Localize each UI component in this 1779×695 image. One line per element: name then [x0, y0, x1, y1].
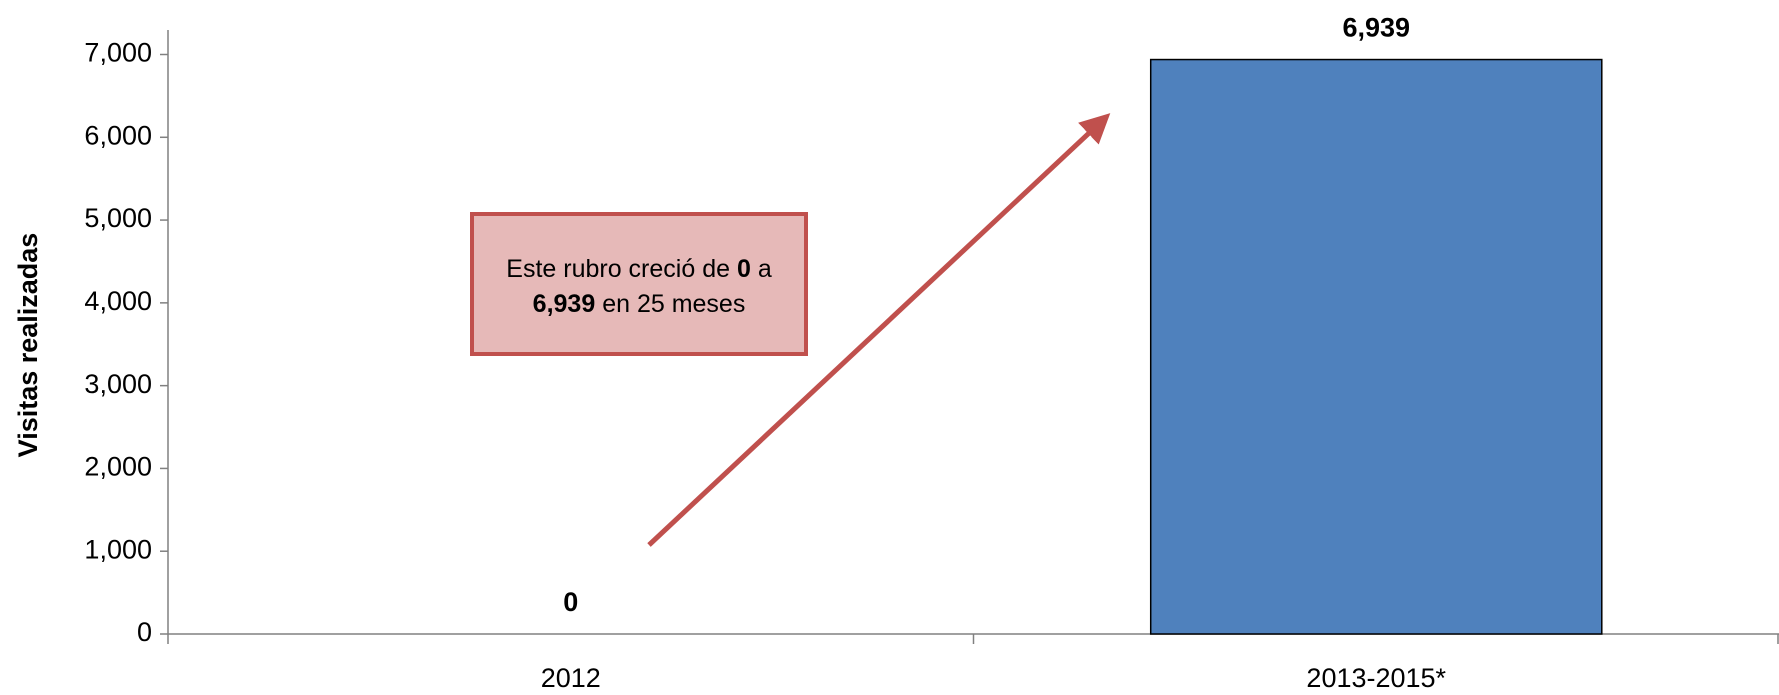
y-tick-label: 1,000: [84, 534, 152, 564]
x-tick-label: 2013-2015*: [1306, 663, 1446, 693]
y-tick-label: 0: [137, 617, 152, 647]
y-tick-label: 5,000: [84, 203, 152, 233]
arrow: [647, 113, 1111, 547]
y-tick-label: 6,000: [84, 120, 152, 150]
bar: [1149, 58, 1603, 635]
y-tick-label: 3,000: [84, 369, 152, 399]
annotation-text: Este rubro creció de: [506, 255, 730, 283]
annotation-line: 6,939 en 25 meses: [533, 290, 746, 318]
y-tick-label: 2,000: [84, 452, 152, 482]
annotation-box: [470, 212, 808, 356]
y-axis-label: Visitas realizadas: [13, 233, 43, 458]
y-tick-label: 7,000: [84, 38, 152, 68]
annotation-text: 0: [737, 255, 751, 283]
value-label: 0: [563, 587, 578, 617]
annotation-line: Este rubro creció de 0 a: [506, 255, 772, 283]
annotation-text: 6,939: [533, 290, 596, 318]
annotation-text: en 25 meses: [602, 290, 745, 318]
x-tick-label: 2012: [541, 663, 601, 693]
y-tick-label: 4,000: [84, 286, 152, 316]
annotation-text: a: [758, 255, 772, 283]
value-label: 6,939: [1342, 13, 1410, 43]
